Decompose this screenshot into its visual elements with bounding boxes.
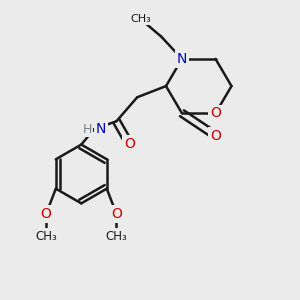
- Text: O: O: [210, 106, 221, 120]
- Text: O: O: [41, 207, 52, 221]
- Text: N: N: [96, 122, 106, 136]
- Text: N: N: [177, 52, 187, 66]
- Text: CH₃: CH₃: [106, 230, 127, 243]
- Text: CH₃: CH₃: [35, 230, 57, 243]
- Text: O: O: [111, 207, 122, 221]
- Text: H: H: [82, 123, 92, 136]
- Text: CH₃: CH₃: [130, 14, 151, 24]
- Text: O: O: [124, 136, 135, 151]
- Text: O: O: [210, 129, 221, 142]
